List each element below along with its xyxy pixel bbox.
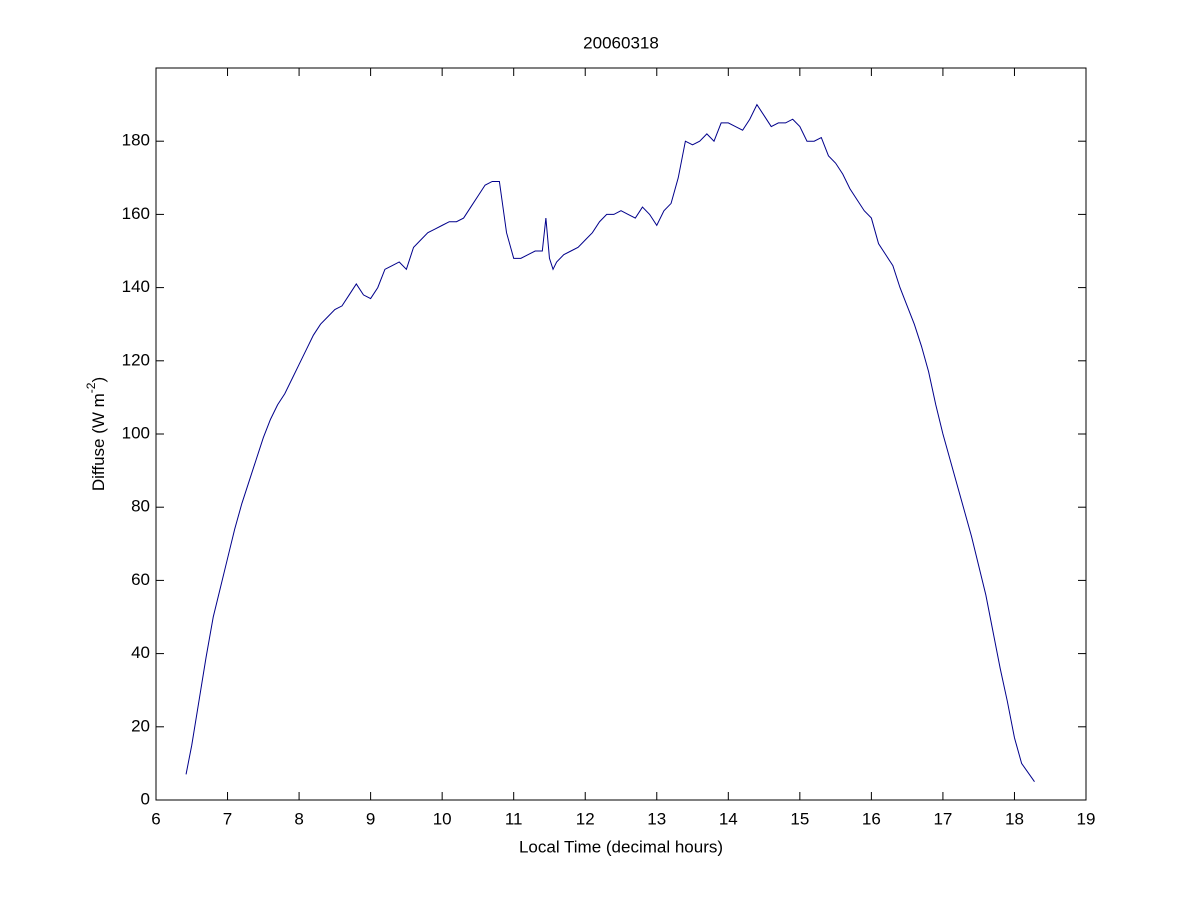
y-tick-label: 120 [122,350,150,369]
data-line [185,103,1035,782]
x-tick-label: 12 [576,809,595,828]
y-label-text: Diffuse (W m [89,393,108,491]
x-tick-label: 16 [862,809,881,828]
x-tick-label: 6 [151,809,160,828]
y-tick-label: 20 [131,716,150,735]
y-label-end: ) [89,377,108,383]
y-tick-label: 80 [131,497,150,516]
y-label-sup: -2 [84,382,98,393]
y-tick-label: 180 [122,131,150,150]
x-tick-label: 10 [433,809,452,828]
x-tick-label: 9 [366,809,375,828]
x-tick-label: 8 [294,809,303,828]
y-tick-label: 40 [131,643,150,662]
x-tick-label: 19 [1077,809,1096,828]
y-tick-label: 140 [122,277,150,296]
x-tick-label: 17 [933,809,952,828]
x-axis-label: Local Time (decimal hours) [519,837,723,856]
y-tick-label: 100 [122,423,150,442]
y-tick-label: 60 [131,570,150,589]
y-tick-label: 160 [122,204,150,223]
x-tick-label: 11 [505,809,523,828]
x-tick-label: 14 [719,809,738,828]
y-tick-label: 0 [141,789,150,808]
x-tick-label: 13 [647,809,666,828]
x-tick-label: 15 [790,809,809,828]
y-axis-label: Diffuse (W m-2) [84,377,108,491]
x-tick-label: 7 [223,809,232,828]
chart-title: 20060318 [583,33,659,52]
x-tick-label: 18 [1005,809,1024,828]
